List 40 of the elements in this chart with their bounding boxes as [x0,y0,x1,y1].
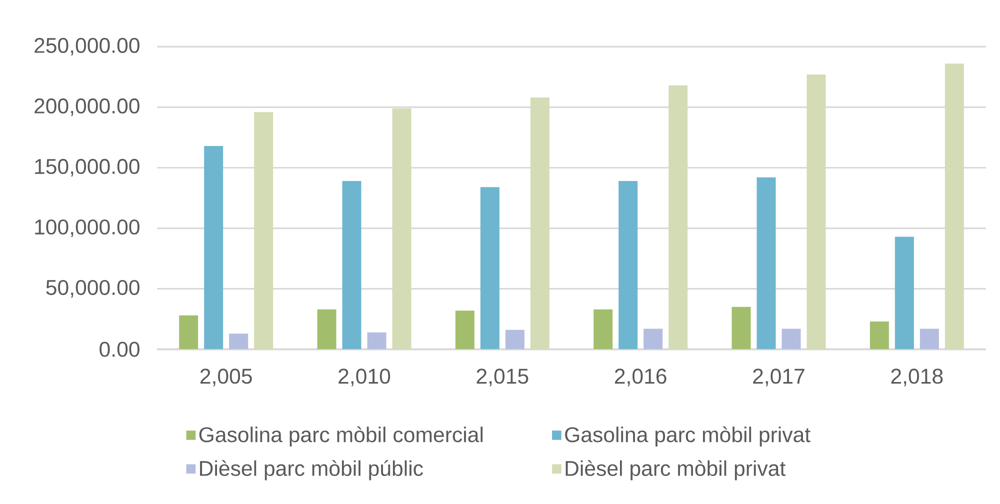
bar [644,328,663,350]
bar [756,177,776,350]
bar [894,236,914,350]
bar [455,310,474,350]
legend-label: Dièsel parc mòbil privat [566,460,786,480]
bar [782,328,801,350]
bar [342,181,362,350]
y-tick-label: 200,000.00 [34,98,140,116]
bar [480,187,500,350]
bar [179,315,198,350]
y-tick-label: 0.00 [100,342,140,357]
y-tick-label: 100,000.00 [35,219,140,238]
legend-label: Gasolina parc mòbil comercial [199,426,483,447]
bar [317,309,336,350]
bar [618,181,638,350]
bar [870,321,889,350]
bar [944,64,964,350]
bar [367,332,386,350]
legend-label: Gasolina parc mòbil privat [565,426,810,447]
bar [732,306,751,350]
x-tick-label: 2,015 [476,368,528,386]
x-tick-label: 2,017 [753,368,804,386]
bar [505,330,524,350]
y-tick-label: 250,000.00 [34,38,140,56]
bar [806,74,826,350]
x-tick-label: 2,018 [891,368,943,386]
y-tick-label: 150,000.00 [35,158,140,177]
x-tick-label: 2,005 [200,368,252,386]
bar [920,328,939,350]
y-tick-label: 50,000.00 [46,280,140,298]
x-tick-label: 2,016 [614,368,666,386]
bar [668,85,688,350]
bar [392,108,412,350]
bar [229,334,248,350]
bar [530,98,550,350]
x-tick-label: 2,010 [338,368,390,386]
bar [204,146,224,350]
legend-label: Dièsel parc mòbil públic [200,460,423,480]
bar [254,112,274,350]
bar [594,309,613,350]
